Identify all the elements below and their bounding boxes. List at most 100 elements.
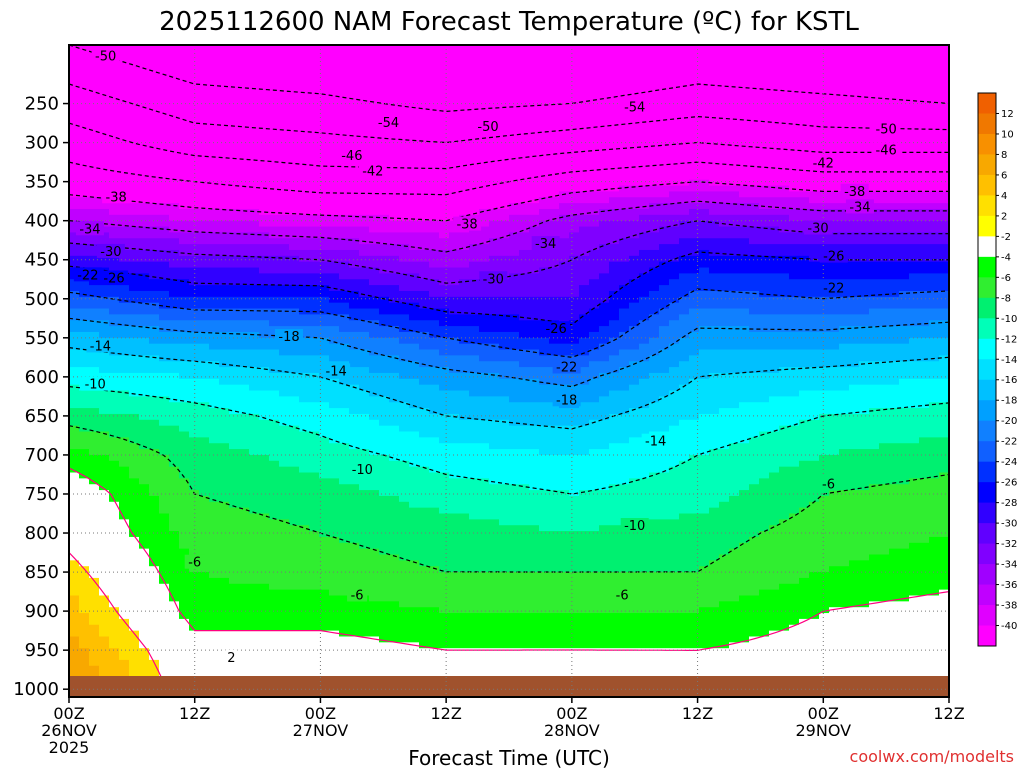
- temperature-cell: [249, 501, 260, 509]
- temperature-cell: [239, 665, 250, 673]
- temperature-cell: [409, 150, 420, 157]
- temperature-cell: [389, 337, 400, 345]
- temperature-cell: [79, 577, 90, 585]
- temperature-cell: [249, 624, 260, 632]
- temperature-cell: [499, 583, 510, 591]
- temperature-cell: [259, 115, 270, 122]
- temperature-cell: [369, 296, 380, 304]
- temperature-cell: [479, 566, 490, 573]
- temperature-cell: [229, 279, 240, 286]
- temperature-cell: [509, 454, 520, 462]
- temperature-cell: [279, 97, 290, 105]
- temperature-cell: [229, 126, 240, 134]
- temperature-cell: [79, 214, 90, 222]
- temperature-cell: [129, 320, 140, 327]
- temperature-cell: [159, 372, 170, 380]
- temperature-cell: [299, 150, 310, 157]
- temperature-cell: [209, 431, 220, 438]
- temperature-cell: [129, 554, 140, 561]
- temperature-cell: [199, 85, 210, 93]
- temperature-cell: [109, 179, 120, 187]
- temperature-cell: [269, 495, 280, 503]
- temperature-cell: [299, 302, 310, 310]
- temperature-cell: [119, 519, 130, 526]
- temperature-cell: [169, 208, 180, 216]
- temperature-cell: [79, 560, 90, 567]
- temperature-cell: [399, 384, 410, 392]
- temperature-cell: [309, 507, 320, 515]
- temperature-cell: [119, 531, 130, 538]
- temperature-cell: [479, 308, 490, 315]
- temperature-cell: [119, 601, 130, 608]
- temperature-cell: [419, 589, 430, 597]
- temperature-cell: [409, 56, 420, 64]
- temperature-cell: [239, 361, 250, 368]
- temperature-cell: [219, 220, 230, 228]
- temperature-cell: [389, 519, 400, 526]
- temperature-cell: [299, 431, 310, 438]
- temperature-cell: [329, 314, 340, 321]
- temperature-cell: [429, 548, 440, 556]
- temperature-cell: [329, 68, 340, 75]
- temperature-cell: [269, 62, 280, 70]
- temperature-cell: [449, 390, 460, 397]
- temperature-cell: [339, 208, 350, 216]
- temperature-cell: [69, 472, 80, 479]
- temperature-cell: [359, 308, 370, 315]
- temperature-cell: [439, 536, 450, 544]
- temperature-cell: [359, 437, 370, 444]
- temperature-cell: [109, 572, 120, 579]
- temperature-cell: [419, 642, 430, 649]
- temperature-cell: [469, 449, 480, 456]
- temperature-cell: [169, 384, 180, 392]
- temperature-cell: [339, 572, 350, 579]
- temperature-cell: [79, 654, 90, 661]
- temperature-cell: [249, 472, 260, 479]
- temperature-cell: [279, 290, 290, 298]
- temperature-cell: [409, 671, 420, 679]
- temperature-cell: [469, 413, 480, 421]
- temperature-cell: [329, 80, 340, 87]
- temperature-cell: [309, 103, 320, 111]
- temperature-cell: [89, 443, 100, 450]
- temperature-cell: [359, 285, 370, 292]
- temperature-cell: [179, 372, 190, 380]
- temperature-cell: [379, 232, 390, 239]
- temperature-cell: [439, 320, 450, 327]
- temperature-cell: [339, 244, 350, 251]
- temperature-cell: [429, 413, 440, 421]
- temperature-cell: [439, 659, 450, 667]
- temperature-cell: [309, 601, 320, 608]
- temperature-cell: [449, 449, 460, 456]
- temperature-cell: [209, 577, 220, 585]
- temperature-cell: [149, 478, 160, 485]
- temperature-cell: [419, 349, 430, 356]
- temperature-cell: [209, 80, 220, 87]
- temperature-cell: [119, 126, 130, 134]
- temperature-cell: [149, 91, 160, 99]
- temperature-cell: [459, 208, 470, 216]
- temperature-cell: [499, 232, 510, 239]
- temperature-cell: [89, 513, 100, 520]
- temperature-cell: [339, 45, 350, 52]
- temperature-cell: [379, 531, 390, 538]
- temperature-cell: [279, 577, 290, 585]
- temperature-cell: [199, 531, 210, 538]
- temperature-cell: [69, 372, 80, 380]
- temperature-cell: [399, 542, 410, 550]
- temperature-cell: [79, 630, 90, 638]
- temperature-cell: [149, 232, 160, 239]
- temperature-cell: [299, 308, 310, 315]
- temperature-cell: [279, 50, 290, 58]
- temperature-cell: [139, 513, 150, 520]
- temperature-cell: [459, 279, 470, 286]
- temperature-cell: [99, 302, 110, 310]
- temperature-cell: [419, 671, 430, 679]
- temperature-cell: [389, 630, 400, 638]
- temperature-cell: [299, 665, 310, 673]
- temperature-cell: [409, 45, 420, 52]
- temperature-cell: [129, 308, 140, 315]
- temperature-cell: [69, 249, 80, 257]
- temperature-cell: [369, 630, 380, 638]
- temperature-cell: [79, 185, 90, 193]
